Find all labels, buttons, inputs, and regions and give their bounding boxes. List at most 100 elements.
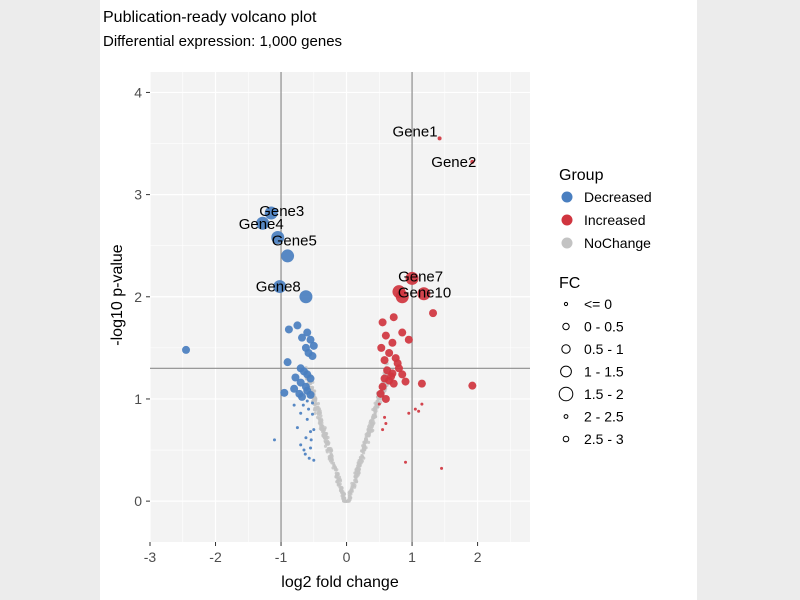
data-point-decreased — [272, 438, 276, 442]
data-point-decreased — [309, 438, 313, 442]
nochange-point — [354, 480, 359, 484]
legend-fc-items: <= 0 0 - 0.5 0.5 - 1 1 - 1.5 1.5 - 2 2 - 2.5 2… — [558, 296, 624, 447]
legend-fc-label: 2 - 2.5 — [584, 409, 624, 425]
gene-label: Gene3 — [259, 203, 304, 220]
nochange-point — [362, 444, 367, 448]
nochange-point — [376, 400, 380, 404]
axis-ticks: -3 -2 -1 0 1 2 0 1 2 3 4 — [134, 84, 481, 565]
nochange-point — [317, 417, 321, 421]
data-point-increased — [407, 411, 411, 415]
gene-label: Gene8 — [256, 279, 301, 296]
data-point-decreased — [310, 401, 314, 405]
data-point-increased — [381, 428, 385, 432]
nochange-point — [320, 424, 324, 428]
legend-group-items: Decreased Increased NoChange — [561, 189, 652, 251]
nochange-point — [354, 470, 358, 475]
grid-lines — [149, 72, 530, 542]
chart-figure: Publication-ready volcano plot Different… — [100, 0, 697, 600]
significant-points — [182, 136, 477, 470]
data-point-decreased — [295, 426, 299, 430]
x-tick-label: -1 — [275, 549, 288, 565]
data-point-decreased — [284, 325, 293, 334]
data-point-increased — [417, 287, 431, 301]
data-point-decreased — [307, 456, 311, 460]
legend-key-decreased — [561, 191, 573, 203]
data-point-increased — [381, 331, 390, 340]
x-tick-label: 0 — [343, 549, 351, 565]
data-point-increased — [468, 381, 477, 390]
nochange-point — [313, 399, 318, 403]
nochange-point — [323, 444, 328, 448]
legend-label: Increased — [584, 212, 645, 228]
nochange-point — [314, 402, 318, 406]
nochange-point — [369, 419, 373, 423]
nochange-point — [325, 450, 329, 454]
data-point-increased — [378, 382, 387, 391]
legend-fc-key — [558, 386, 574, 402]
threshold-lines — [150, 72, 530, 542]
data-point-decreased — [264, 206, 278, 220]
nochange-point — [330, 454, 334, 458]
legend-fc-label: 0.5 - 1 — [584, 341, 624, 357]
nochange-point — [330, 456, 334, 461]
data-point-decreased — [306, 374, 315, 383]
data-point-increased — [401, 377, 410, 386]
nochange-point — [373, 415, 377, 419]
y-tick-label: 2 — [134, 289, 142, 305]
nochange-point — [357, 463, 361, 467]
nochange-point — [370, 423, 374, 427]
data-point-increased — [378, 318, 387, 327]
data-point-decreased — [292, 403, 296, 407]
legend-fc-label: 2.5 - 3 — [584, 431, 624, 447]
nochange-point — [310, 385, 315, 389]
data-point-decreased — [310, 412, 314, 416]
legend-fc-key — [563, 301, 569, 307]
data-point-increased — [384, 421, 388, 425]
nochange-point — [323, 439, 327, 443]
y-axis-title: -log10 p-value — [109, 244, 126, 346]
data-point-increased — [377, 343, 386, 352]
data-point-decreased — [305, 399, 309, 403]
nochange-point — [332, 463, 336, 467]
gene-label: Gene4 — [239, 216, 284, 233]
data-point-decreased — [303, 328, 312, 337]
nochange-point — [347, 491, 351, 495]
data-point-increased — [398, 370, 407, 379]
nochange-point — [323, 427, 327, 431]
legend-fc-key — [561, 344, 571, 354]
data-point-increased — [388, 338, 397, 347]
nochange-point — [367, 429, 371, 433]
data-point-increased — [429, 309, 438, 318]
nochange-point — [313, 411, 317, 415]
data-point-decreased — [273, 280, 287, 294]
data-point-decreased — [298, 333, 306, 342]
data-point-decreased — [304, 436, 308, 440]
data-point-increased — [387, 372, 396, 381]
data-point-increased — [437, 136, 442, 141]
legend-fc-key — [563, 414, 569, 419]
nochange-point — [367, 425, 371, 429]
data-point-decreased — [256, 216, 270, 230]
chart-title: Publication-ready volcano plot — [103, 9, 317, 26]
legend-fc-title: FC — [559, 275, 580, 292]
x-axis-title: log2 fold change — [281, 574, 399, 591]
x-tick-label: -2 — [209, 549, 222, 565]
data-point-decreased — [306, 335, 315, 344]
data-point-increased — [380, 356, 389, 365]
data-point-increased — [417, 379, 426, 388]
data-point-increased — [417, 409, 421, 413]
legend-group-title: Group — [559, 167, 604, 184]
data-point-decreased — [305, 417, 309, 421]
nochange-point — [342, 492, 347, 496]
data-point-decreased — [299, 411, 303, 415]
y-tick-label: 4 — [134, 84, 142, 100]
nochange-point — [348, 495, 352, 499]
nochange-point — [319, 414, 323, 418]
legend-fc-key — [562, 435, 570, 443]
data-point-decreased — [312, 458, 316, 462]
data-point-increased — [376, 389, 385, 398]
data-point-decreased — [299, 290, 313, 304]
data-point-increased — [381, 394, 390, 403]
nochange-point — [316, 411, 320, 415]
nochange-point — [339, 487, 343, 492]
